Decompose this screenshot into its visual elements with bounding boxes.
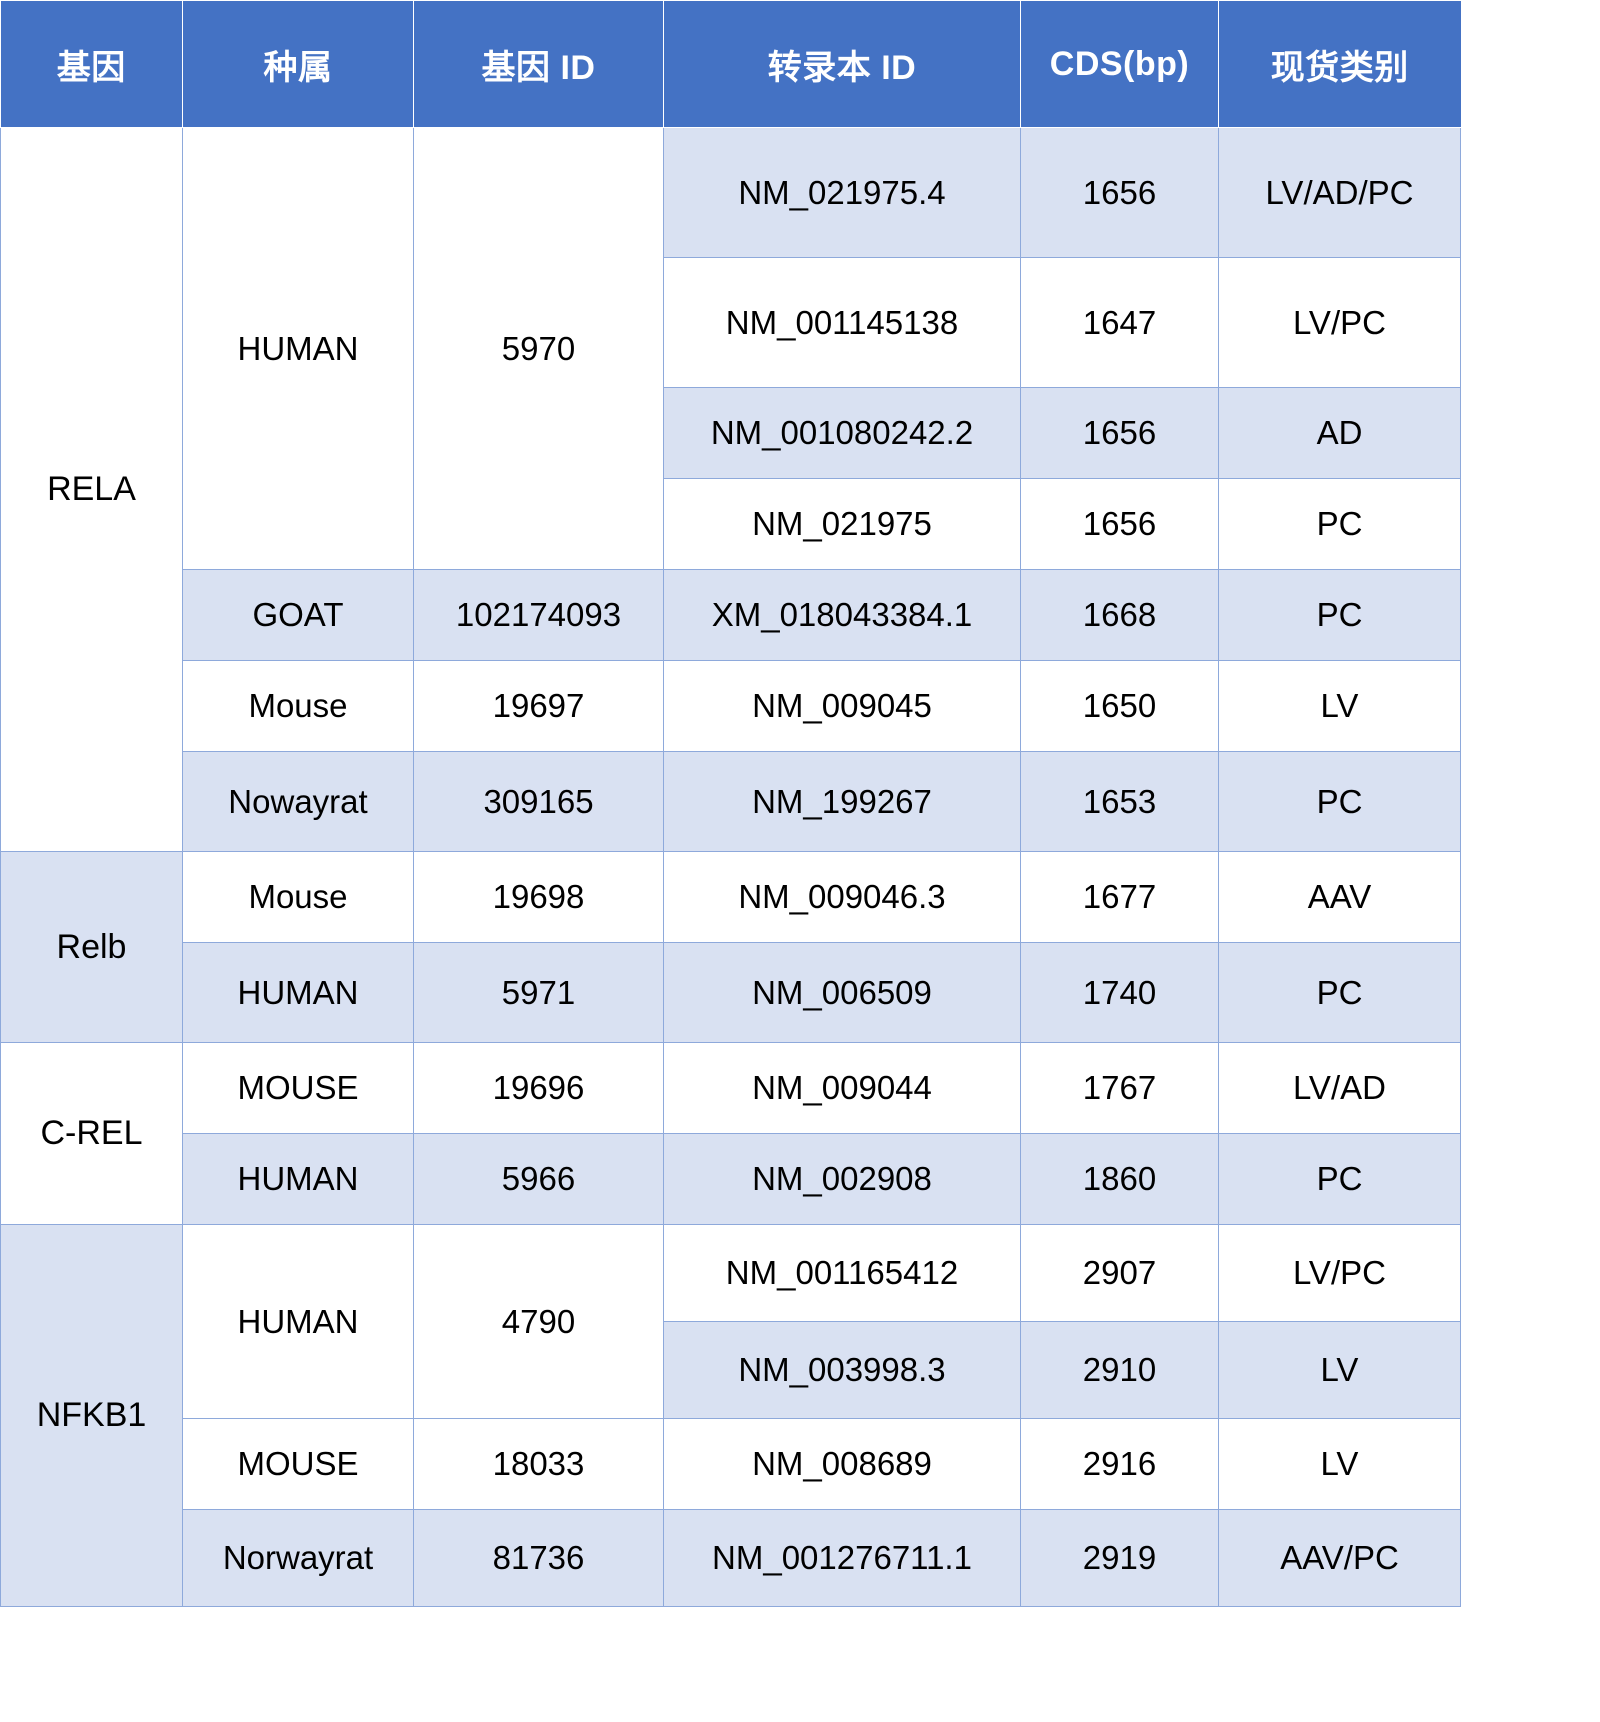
- table-row: NFKB1 HUMAN 4790 NM_001165412 2907 LV/PC: [0, 1224, 1461, 1607]
- cell-category: AAV/PC: [1218, 1509, 1461, 1607]
- cell-transcript: NM_002908: [663, 1133, 1021, 1225]
- gene-transcript-table: 基因 种属 基因 ID 转录本 ID CDS(bp) 现货类别 RELA HUMA…: [0, 0, 1461, 1607]
- cell-transcript: NM_021975.4: [663, 127, 1021, 258]
- column-header-category: 现货类别: [1218, 0, 1461, 128]
- cell-species: Nowayrat: [182, 751, 414, 852]
- cell-category: PC: [1218, 751, 1461, 852]
- cell-category: LV: [1218, 1321, 1461, 1419]
- table-row: Nowayrat 309165 NM_199267 1653 PC: [1, 751, 1461, 852]
- cell-cds: 1677: [1020, 851, 1219, 943]
- cell-category: LV/AD: [1218, 1042, 1461, 1134]
- cell-cds: 1656: [1020, 478, 1219, 570]
- cell-transcript: NM_001145138: [663, 257, 1021, 388]
- cell-gene: RELA: [0, 127, 183, 852]
- cell-cds: 2907: [1020, 1224, 1219, 1322]
- cell-gene-id: 5966: [413, 1133, 664, 1225]
- cell-gene-id: 18033: [413, 1418, 664, 1510]
- cell-gene-id: 4790: [413, 1224, 664, 1419]
- column-header-transcript: 转录本 ID: [663, 0, 1021, 128]
- cell-transcript: NM_199267: [663, 751, 1021, 852]
- cell-species: Norwayrat: [182, 1509, 414, 1607]
- cell-gene: C-REL: [0, 1042, 183, 1225]
- cell-category: PC: [1218, 942, 1461, 1043]
- cell-cds: 1647: [1020, 257, 1219, 388]
- cell-gene: Relb: [0, 851, 183, 1043]
- cell-gene-id: 5971: [413, 942, 664, 1043]
- cell-gene-id: 19697: [413, 660, 664, 752]
- cell-species: Mouse: [182, 660, 414, 752]
- cell-gene-id: 19698: [413, 851, 664, 943]
- cell-transcript: NM_009045: [663, 660, 1021, 752]
- table-row: Relb Mouse 19698 NM_009046.3 1677 AAV: [0, 851, 1461, 1043]
- cell-species: GOAT: [182, 569, 414, 661]
- cell-gene-id: 102174093: [413, 569, 664, 661]
- cell-cds: 2916: [1020, 1418, 1219, 1510]
- cell-cds: 1767: [1020, 1042, 1219, 1134]
- cell-gene-id: 19696: [413, 1042, 664, 1134]
- cell-gene-id: 5970: [413, 127, 664, 570]
- table-row: NM_001145138 1647 LV/PC: [1, 257, 1461, 388]
- cell-cds: 1653: [1020, 751, 1219, 852]
- cell-cds: 1860: [1020, 1133, 1219, 1225]
- cell-category: LV/AD/PC: [1218, 127, 1461, 258]
- cell-species: HUMAN: [182, 127, 414, 570]
- cell-category: LV: [1218, 660, 1461, 752]
- cell-cds: 1740: [1020, 942, 1219, 1043]
- cell-cds: 2910: [1020, 1321, 1219, 1419]
- cell-transcript: NM_001080242.2: [663, 387, 1021, 479]
- cell-cds: 1650: [1020, 660, 1219, 752]
- header-row: 基因 种属 基因 ID 转录本 ID CDS(bp) 现货类别: [0, 0, 1461, 128]
- cell-transcript: NM_001276711.1: [663, 1509, 1021, 1607]
- table-row: HUMAN 5971 NM_006509 1740 PC: [1, 942, 1461, 1043]
- cell-gene-id: 81736: [413, 1509, 664, 1607]
- cell-species: HUMAN: [182, 1224, 414, 1419]
- table-row: GOAT 102174093 XM_018043384.1 1668 PC: [1, 569, 1461, 661]
- cell-category: AD: [1218, 387, 1461, 479]
- cell-cds: 1656: [1020, 127, 1219, 258]
- cell-gene: NFKB1: [0, 1224, 183, 1607]
- cell-species: MOUSE: [182, 1042, 414, 1134]
- cell-transcript: XM_018043384.1: [663, 569, 1021, 661]
- cell-gene-id: 309165: [413, 751, 664, 852]
- cell-species: HUMAN: [182, 1133, 414, 1225]
- cell-transcript: NM_008689: [663, 1418, 1021, 1510]
- cell-category: LV: [1218, 1418, 1461, 1510]
- cell-category: PC: [1218, 1133, 1461, 1225]
- table-body: RELA HUMAN 5970 NM_021975.4 1656 LV/AD/PC NM_0…: [0, 127, 1461, 1607]
- cell-transcript: NM_009044: [663, 1042, 1021, 1134]
- table-row: NM_003998.3 2910 LV: [1, 1321, 1461, 1419]
- cell-cds: 1668: [1020, 569, 1219, 661]
- cell-transcript: NM_021975: [663, 478, 1021, 570]
- cell-species: Mouse: [182, 851, 414, 943]
- cell-category: PC: [1218, 478, 1461, 570]
- cell-category: LV/PC: [1218, 1224, 1461, 1322]
- cell-transcript: NM_009046.3: [663, 851, 1021, 943]
- table-row: Norwayrat 81736 NM_001276711.1 2919 AAV/PC: [1, 1509, 1461, 1607]
- cell-cds: 1656: [1020, 387, 1219, 479]
- cell-category: LV/PC: [1218, 257, 1461, 388]
- table-row: C-REL MOUSE 19696 NM_009044 1767 LV/AD: [0, 1042, 1461, 1225]
- table-row: NM_021975 1656 PC: [1, 478, 1461, 570]
- table-header: 基因 种属 基因 ID 转录本 ID CDS(bp) 现货类别: [0, 0, 1461, 128]
- table-row: Mouse 19697 NM_009045 1650 LV: [1, 660, 1461, 752]
- cell-category: PC: [1218, 569, 1461, 661]
- cell-species: MOUSE: [182, 1418, 414, 1510]
- column-header-cds: CDS(bp): [1020, 0, 1219, 128]
- column-header-gene: 基因: [0, 0, 183, 128]
- column-header-species: 种属: [182, 0, 414, 128]
- cell-species: HUMAN: [182, 942, 414, 1043]
- cell-transcript: NM_001165412: [663, 1224, 1021, 1322]
- table-row: HUMAN 5966 NM_002908 1860 PC: [1, 1133, 1461, 1225]
- column-header-gene-id: 基因 ID: [413, 0, 664, 128]
- cell-transcript: NM_003998.3: [663, 1321, 1021, 1419]
- cell-transcript: NM_006509: [663, 942, 1021, 1043]
- cell-cds: 2919: [1020, 1509, 1219, 1607]
- cell-category: AAV: [1218, 851, 1461, 943]
- table-row: NM_001080242.2 1656 AD: [1, 387, 1461, 479]
- table-row: RELA HUMAN 5970 NM_021975.4 1656 LV/AD/PC: [0, 127, 1461, 852]
- table-row: MOUSE 18033 NM_008689 2916 LV: [1, 1418, 1461, 1510]
